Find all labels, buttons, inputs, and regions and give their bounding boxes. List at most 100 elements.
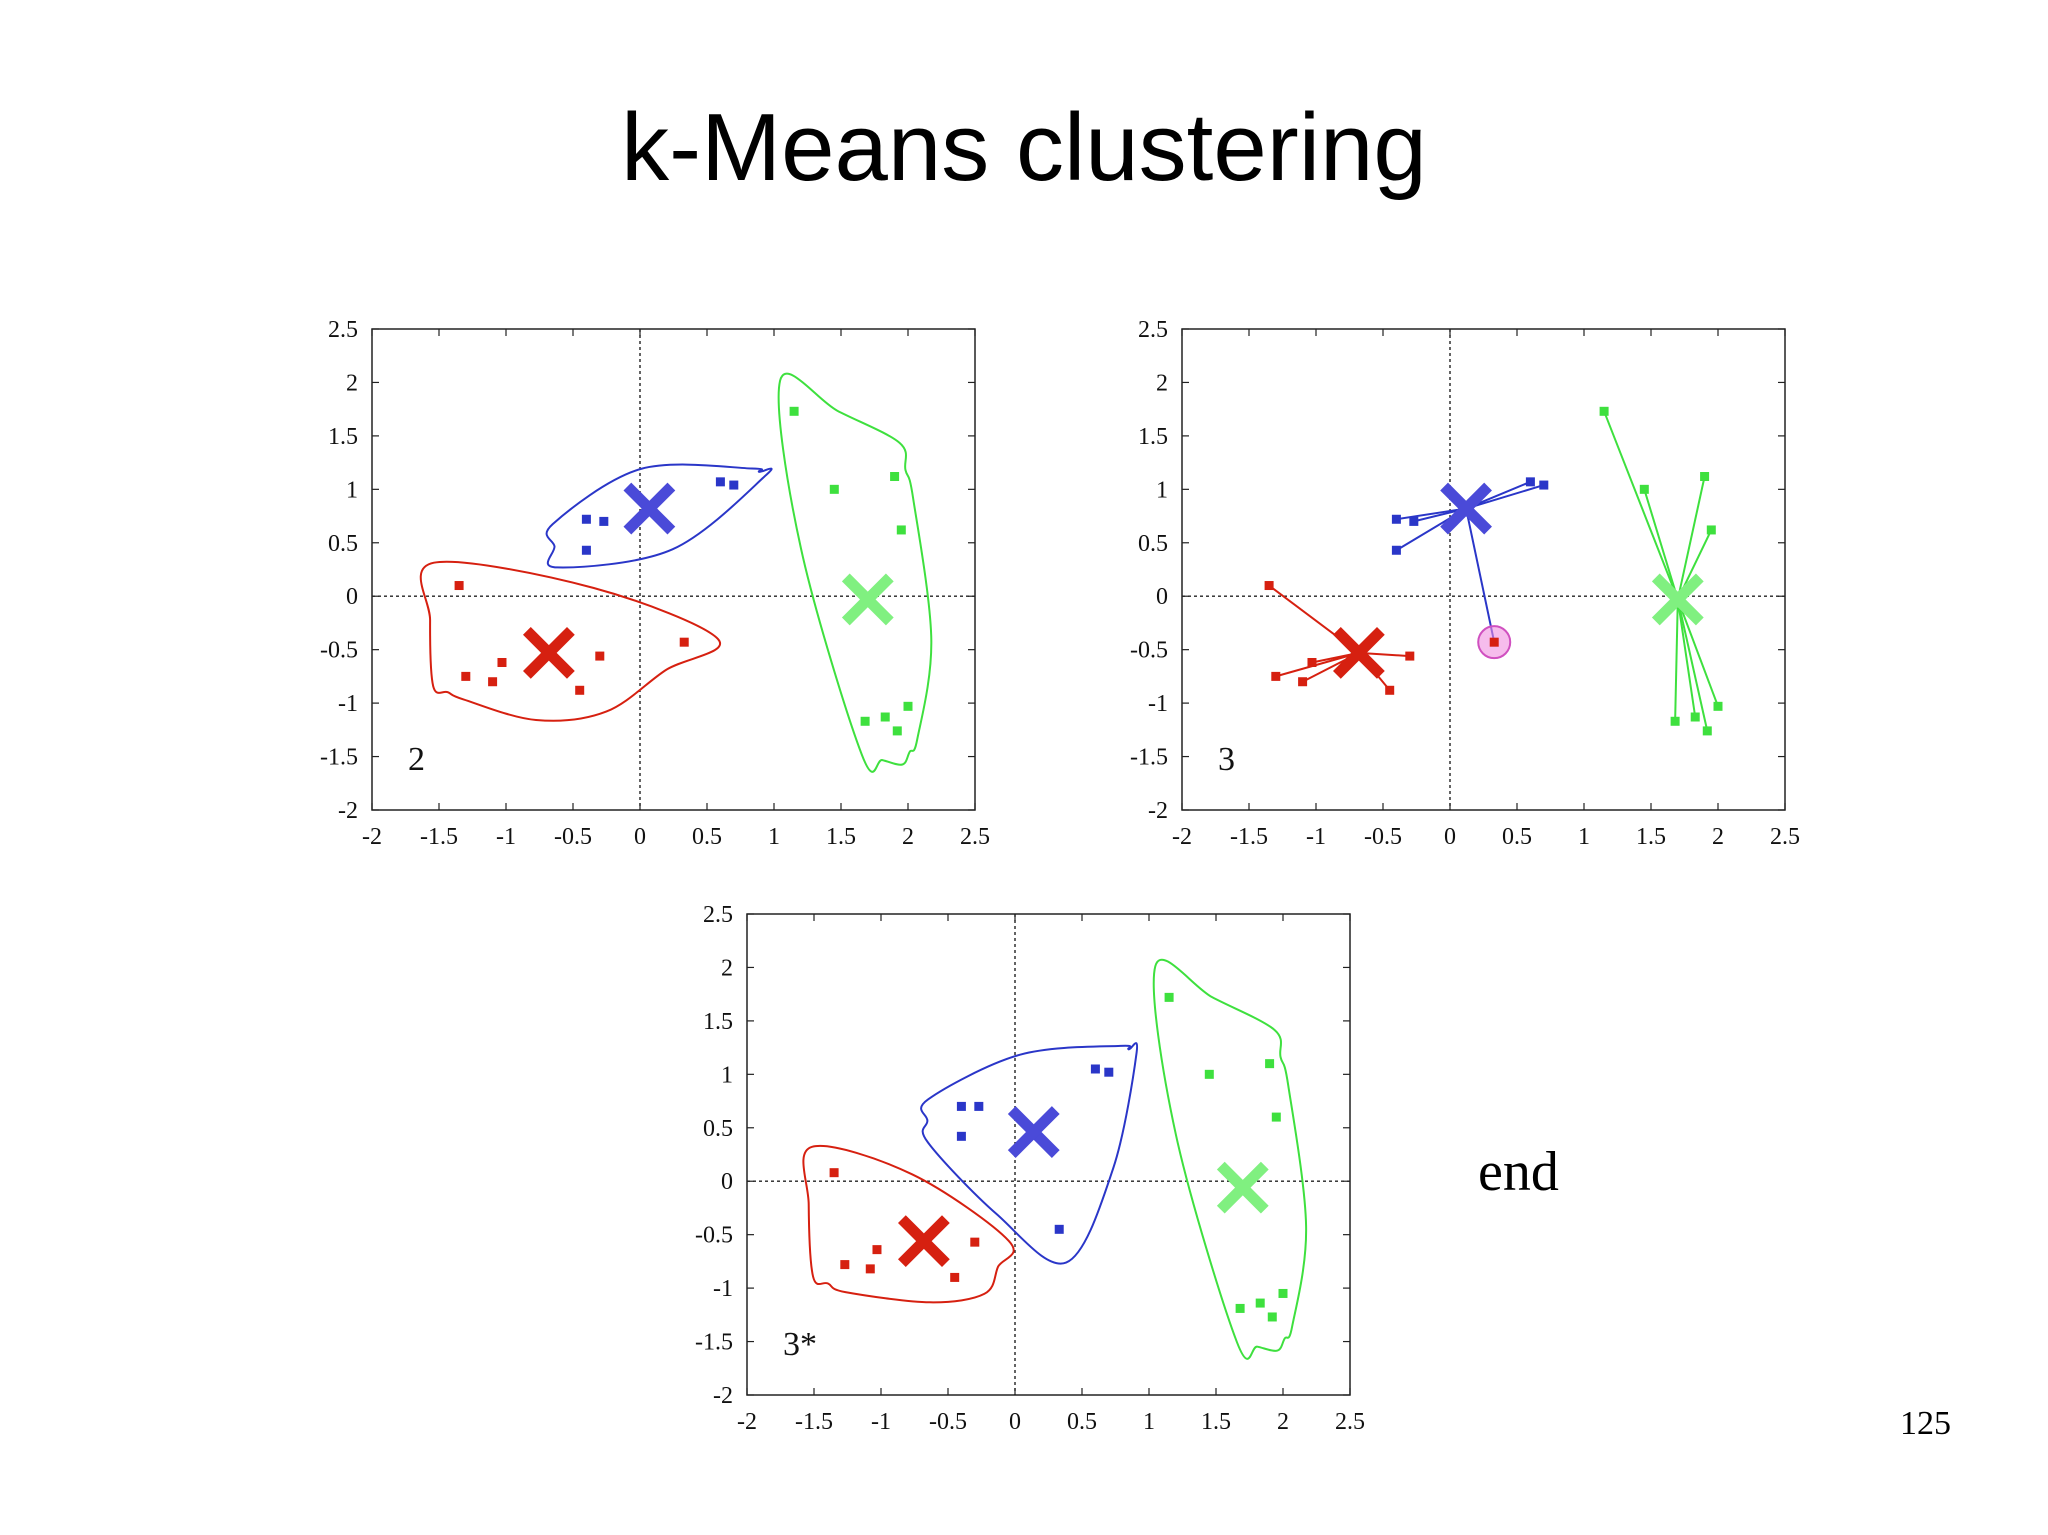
green-data-point: [903, 701, 913, 711]
green-data-point: [789, 406, 799, 416]
green-data-point: [896, 525, 906, 535]
y-tick-label: 1.5: [1138, 424, 1168, 450]
blue-centroid-marker: [1007, 1106, 1060, 1158]
green-data-point: [1164, 992, 1174, 1002]
y-tick-label: 2: [346, 370, 358, 396]
x-tick-label: -1.5: [420, 824, 458, 850]
chart-panel-2: -2 -1.5 -1 -0.5 0 0.5 1 1.5 2 2.5 2.5 2 1.5 1 0.5 0 -0.5…: [320, 317, 990, 850]
x-tick-label: -2: [737, 1409, 757, 1435]
plot-frame: [371, 328, 976, 811]
plot-frame: [1181, 328, 1786, 811]
centroid-stroke: [1216, 1161, 1269, 1214]
red-data-point: [461, 671, 471, 681]
blue-assignment-line: [1396, 507, 1467, 521]
blue-data-point: [956, 1101, 966, 1111]
y-tick-label: -1.5: [1130, 745, 1168, 771]
red-data-point: [497, 657, 507, 667]
panel-label: 3*: [783, 1326, 817, 1363]
green-data-point: [1204, 1069, 1214, 1079]
green-data-point: [1702, 726, 1712, 736]
green-data-point: [829, 484, 839, 494]
blue-data-point: [1409, 516, 1419, 526]
y-tick-label: 0: [721, 1169, 733, 1195]
green-data-point: [1267, 1312, 1277, 1322]
x-tick-label: 2: [1712, 824, 1724, 850]
blue-data-point: [1054, 1224, 1064, 1234]
y-tick-label: -2: [1148, 798, 1168, 824]
x-tick-label: 2.5: [1770, 824, 1800, 850]
red-cluster-outline: [419, 560, 722, 722]
x-tick-label: -1.5: [1230, 824, 1268, 850]
y-tick-label: -0.5: [695, 1223, 733, 1249]
centroid-stroke: [522, 626, 575, 679]
green-assignment-line: [1603, 410, 1679, 600]
blue-data-point: [715, 477, 725, 487]
x-tick-label: -1: [1306, 824, 1326, 850]
blue-data-point: [729, 480, 739, 490]
red-data-point: [1298, 677, 1308, 687]
green-data-point: [880, 712, 890, 722]
blue-centroid-marker: [623, 482, 676, 535]
blue-data-point: [581, 514, 591, 524]
x-tick-label: 0: [1444, 824, 1456, 850]
green-data-point: [1599, 406, 1609, 416]
blue-data-point: [956, 1131, 966, 1141]
red-data-point: [454, 581, 464, 591]
blue-data-point: [1104, 1067, 1114, 1077]
y-tick-label: 1: [1156, 477, 1168, 503]
red-data-point: [575, 685, 585, 695]
x-tick-label: 0.5: [1067, 1409, 1097, 1435]
y-tick-label: 2.5: [703, 902, 733, 928]
red-centroid-marker: [522, 626, 575, 679]
red-data-point: [1264, 581, 1274, 591]
red-data-point: [950, 1272, 960, 1282]
green-centroid-marker: [1216, 1161, 1269, 1214]
blue-data-point: [1391, 545, 1401, 555]
red-data-point: [1405, 651, 1415, 661]
red-data-point: [840, 1260, 850, 1270]
blue-assignment-line: [1465, 508, 1496, 643]
green-centroid-marker: [1651, 573, 1704, 626]
green-data-point: [1713, 701, 1723, 711]
green-data-point: [1235, 1303, 1245, 1313]
y-tick-label: 2.5: [1138, 317, 1168, 343]
y-tick-label: 1.5: [703, 1009, 733, 1035]
y-tick-label: 0.5: [703, 1116, 733, 1142]
x-tick-label: -2: [362, 824, 382, 850]
y-tick-label: 1.5: [328, 424, 358, 450]
green-data-point: [1278, 1288, 1288, 1298]
green-data-point: [1670, 716, 1680, 726]
x-tick-label: 1.5: [1636, 824, 1666, 850]
red-assignment-line: [1358, 651, 1410, 658]
y-tick-label: 0: [346, 584, 358, 610]
green-cluster-outline: [777, 372, 933, 773]
y-tick-label: -0.5: [1130, 638, 1168, 664]
x-tick-label: 2: [1277, 1409, 1289, 1435]
blue-centroid-marker: [1440, 482, 1492, 535]
y-tick-label: -0.5: [320, 638, 358, 664]
x-tick-label: 1.5: [1201, 1409, 1231, 1435]
red-centroid-marker: [1332, 626, 1385, 679]
green-centroid-marker: [841, 573, 894, 626]
green-data-point: [1706, 525, 1716, 535]
y-tick-label: 1: [721, 1062, 733, 1088]
green-data-point: [892, 726, 902, 736]
centroid-stroke: [623, 482, 676, 535]
blue-data-point: [974, 1101, 984, 1111]
centroid-stroke: [1007, 1106, 1060, 1158]
y-tick-label: -1: [338, 691, 358, 717]
x-tick-label: 0.5: [692, 824, 722, 850]
centroid-stroke: [1651, 573, 1704, 626]
x-tick-label: 1: [1578, 824, 1590, 850]
blue-assignment-line: [1465, 484, 1545, 510]
centroid-stroke: [1332, 626, 1385, 679]
x-tick-label: 1: [768, 824, 780, 850]
x-tick-label: -1: [496, 824, 516, 850]
x-tick-label: -1: [871, 1409, 891, 1435]
blue-data-point: [1090, 1064, 1100, 1074]
y-tick-label: 2: [721, 955, 733, 981]
x-tick-label: -0.5: [1364, 824, 1402, 850]
blue-data-point: [1489, 637, 1499, 647]
x-tick-label: 1.5: [826, 824, 856, 850]
blue-data-point: [599, 516, 609, 526]
